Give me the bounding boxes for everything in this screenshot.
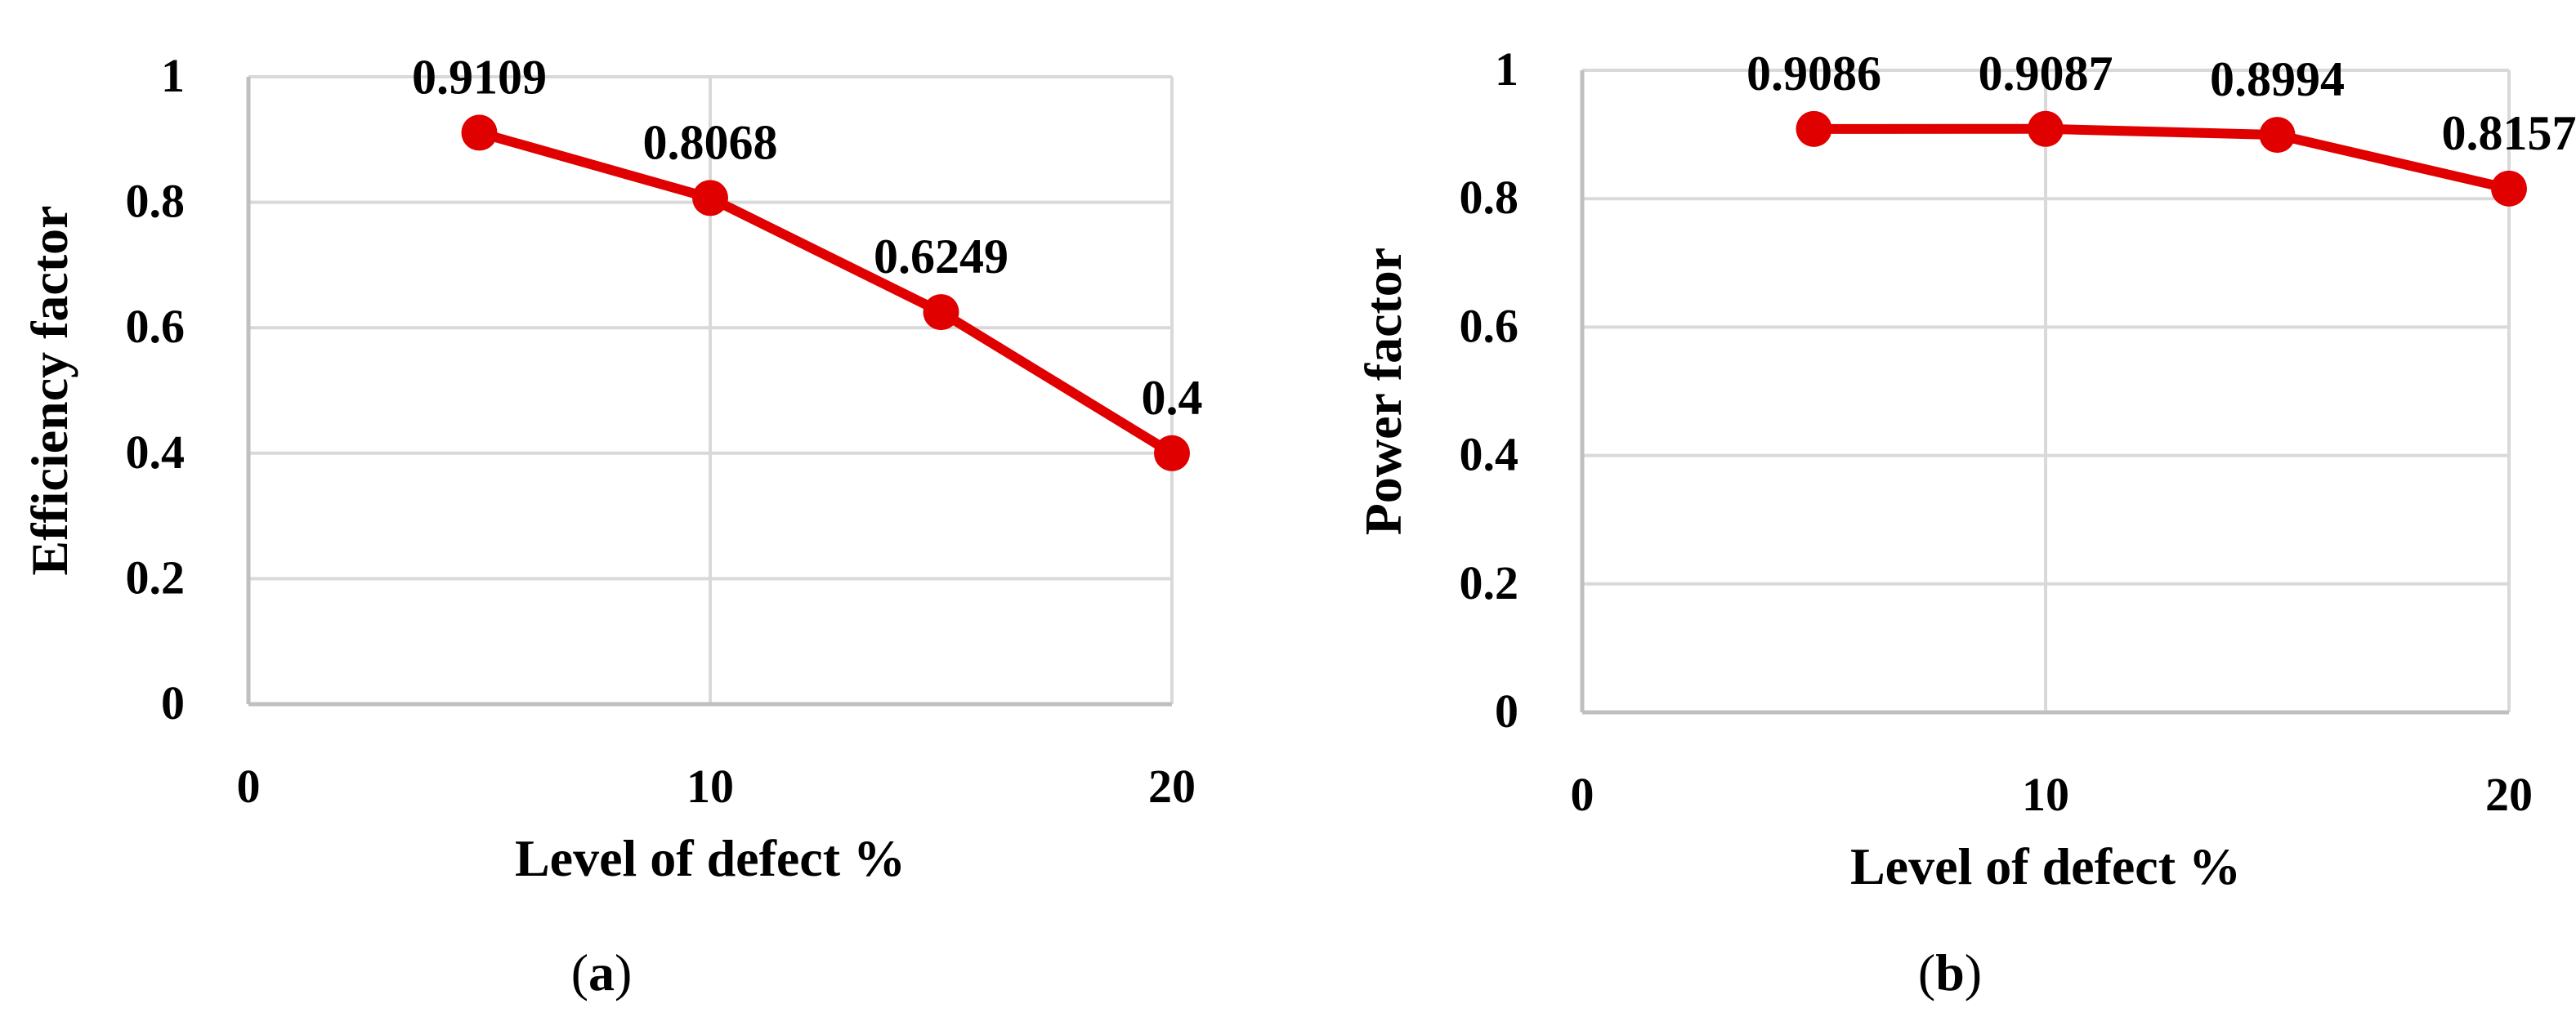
y-tick-label: 0.6 — [1460, 299, 1519, 352]
y-tick-label: 0.2 — [1460, 556, 1519, 609]
x-axis-title: Level of defect % — [1850, 837, 2241, 895]
series-line — [477, 127, 1175, 457]
data-label: 0.9109 — [412, 50, 547, 104]
x-tick-label: 10 — [2022, 768, 2069, 821]
x-tick-label: 0 — [1571, 768, 1594, 821]
x-tick-label: 0 — [237, 760, 261, 813]
y-tick-label: 0.8 — [1460, 171, 1519, 224]
y-tick-label: 1 — [1495, 42, 1518, 96]
subfigure-caption: (b) — [1918, 944, 1982, 1002]
data-point — [461, 114, 498, 151]
data-label: 0.6249 — [874, 230, 1008, 283]
y-tick-label: 0.4 — [126, 426, 186, 479]
data-point — [2259, 117, 2296, 154]
series-line — [1813, 123, 2511, 194]
y-tick-label: 0.2 — [126, 551, 186, 604]
y-axis-title: Power factor — [1354, 248, 1412, 535]
data-point — [1154, 435, 1190, 471]
data-point — [923, 294, 959, 331]
data-point — [2491, 170, 2527, 207]
data-label: 0.9087 — [1979, 47, 2113, 100]
data-label: 0.8068 — [643, 115, 778, 169]
y-tick-label: 0 — [1495, 685, 1518, 738]
y-axis-title: Efficiency factor — [20, 205, 78, 575]
data-point — [1796, 110, 1832, 147]
data-label: 0.4 — [1142, 371, 1203, 425]
y-tick-label: 1 — [161, 49, 185, 102]
y-tick-label: 0 — [161, 676, 185, 729]
x-axis-title: Level of defect % — [515, 829, 906, 887]
x-tick-label: 20 — [2485, 768, 2533, 821]
y-tick-label: 0.6 — [126, 300, 186, 353]
y-tick-label: 0.4 — [1460, 428, 1519, 481]
y-tick-label: 0.8 — [126, 175, 186, 228]
data-point — [2028, 110, 2064, 147]
x-tick-label: 20 — [1148, 760, 1196, 813]
data-label: 0.8994 — [2210, 52, 2345, 106]
subfigure-caption: (a) — [571, 944, 633, 1002]
data-point — [692, 180, 728, 216]
data-label: 0.9086 — [1746, 47, 1881, 100]
data-label: 0.8157 — [2442, 106, 2576, 160]
x-tick-label: 10 — [686, 760, 734, 813]
